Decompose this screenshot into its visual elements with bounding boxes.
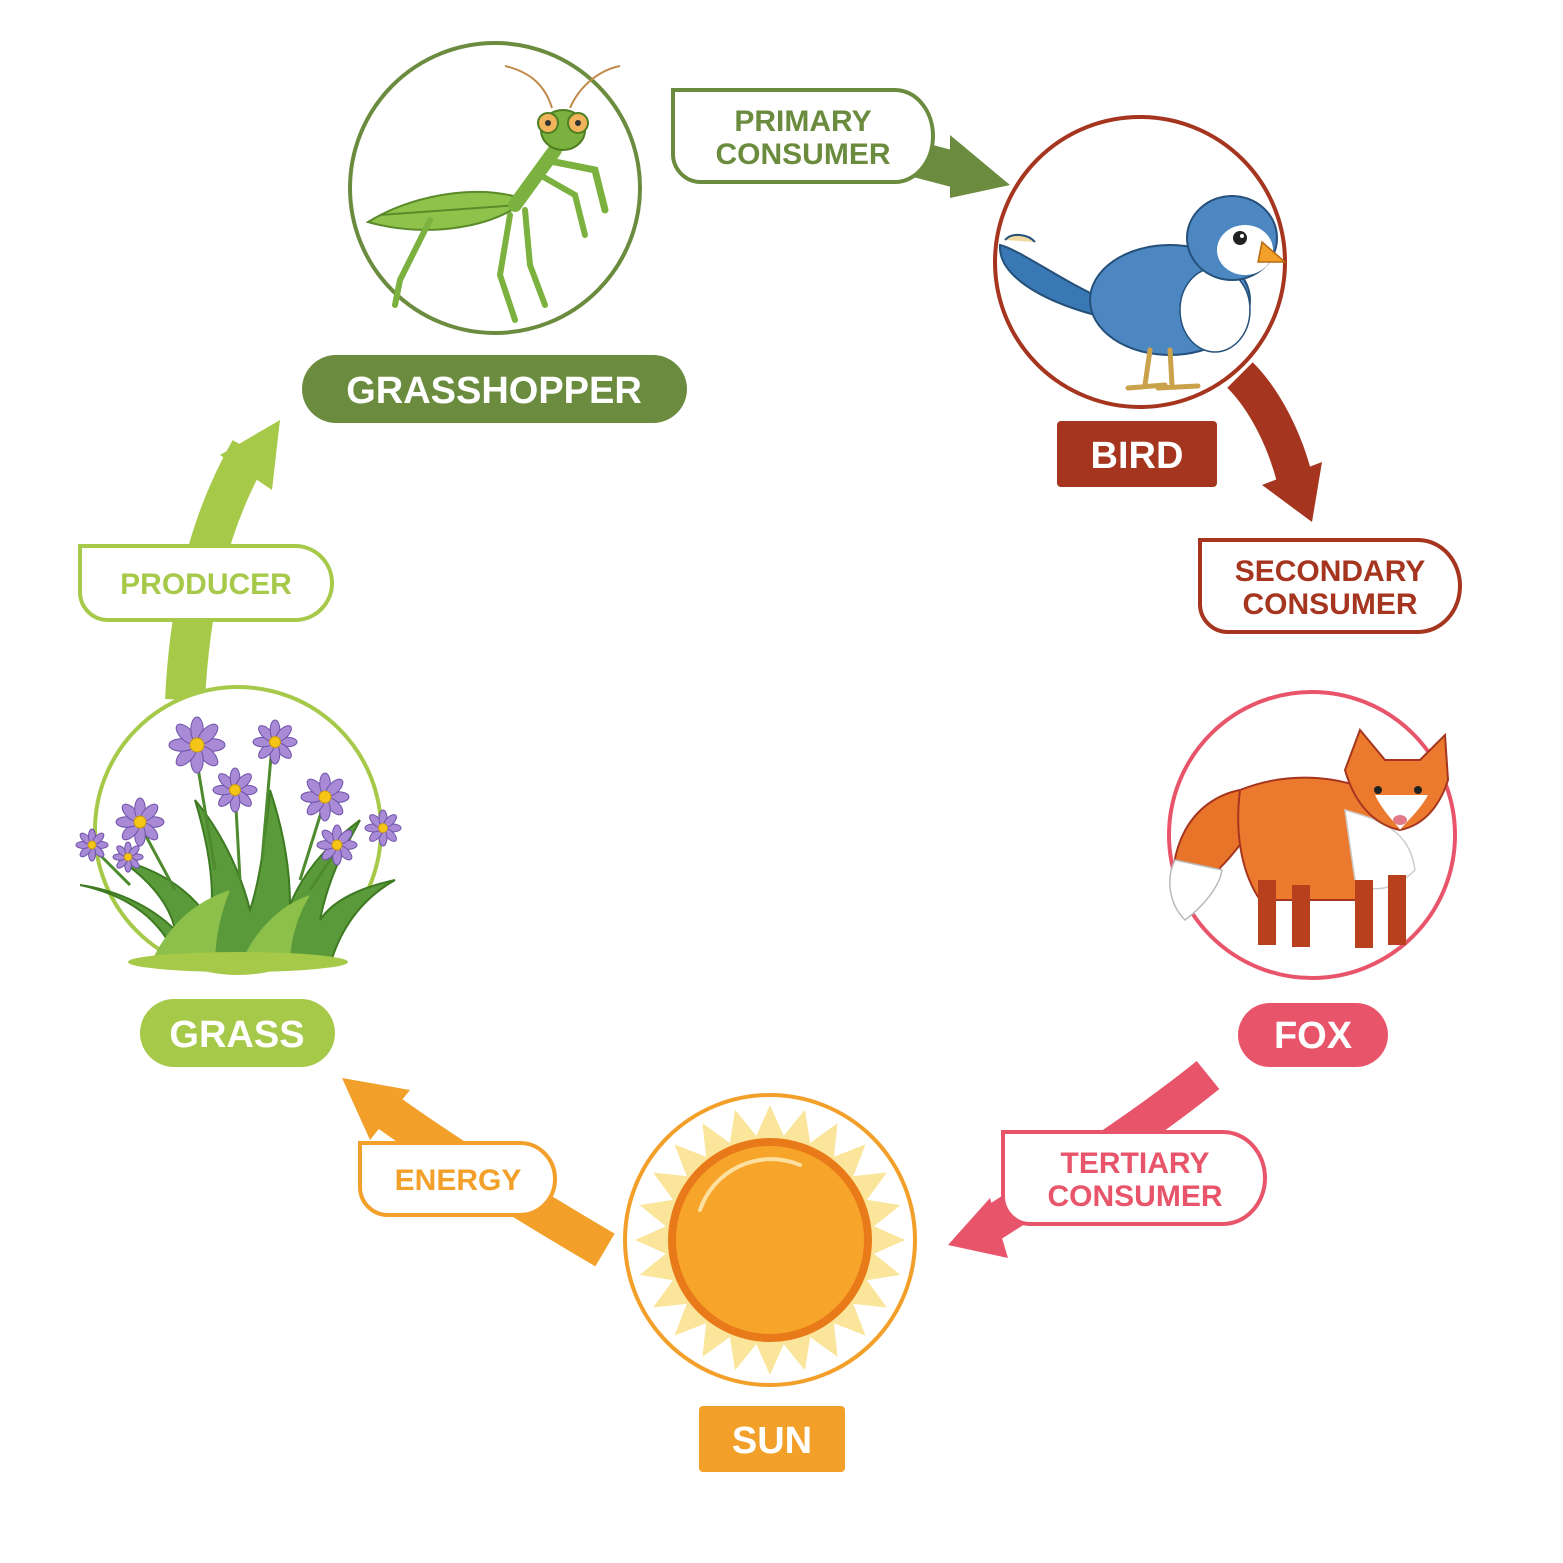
grasshopper-label-text: GRASSHOPPER <box>346 370 642 412</box>
sun-icon <box>635 1105 905 1375</box>
sun-label: SUN <box>699 1406 845 1472</box>
fox-label: FOX <box>1238 1003 1388 1067</box>
primary-consumer-line1: PRIMARY <box>734 105 871 138</box>
node-bird <box>993 115 1288 409</box>
grasshopper-label: GRASSHOPPER <box>302 355 687 423</box>
secondary-consumer-line2: CONSUMER <box>1242 588 1417 621</box>
sun-label-text: SUN <box>732 1420 812 1462</box>
bird-label: BIRD <box>1057 421 1217 487</box>
producer-tag: PRODUCER <box>78 544 334 622</box>
energy-tag: ENERGY <box>358 1141 557 1217</box>
primary-consumer-tag: PRIMARY CONSUMER <box>671 88 935 184</box>
arrow-bird-to-secondary <box>1226 362 1322 522</box>
tertiary-consumer-tag: TERTIARY CONSUMER <box>1001 1130 1267 1226</box>
tertiary-consumer-line2: CONSUMER <box>1047 1180 1222 1213</box>
fox-label-text: FOX <box>1274 1015 1353 1057</box>
primary-consumer-line2: CONSUMER <box>715 138 890 171</box>
grass-label-text: GRASS <box>169 1014 304 1056</box>
node-sun <box>623 1093 917 1387</box>
producer-tag-text: PRODUCER <box>120 568 292 601</box>
node-grass <box>75 685 402 975</box>
secondary-consumer-tag: SECONDARY CONSUMER <box>1198 538 1462 634</box>
bird-label-text: BIRD <box>1091 435 1184 477</box>
tertiary-consumer-line1: TERTIARY <box>1061 1147 1210 1180</box>
grass-flowers-icon <box>75 716 402 972</box>
grass-label: GRASS <box>140 999 335 1067</box>
energy-tag-text: ENERGY <box>395 1164 522 1197</box>
bird-icon <box>998 195 1288 391</box>
node-grasshopper <box>348 41 642 335</box>
secondary-consumer-line1: SECONDARY <box>1235 555 1426 588</box>
fox-icon <box>1169 728 1450 948</box>
grasshopper-icon <box>365 65 621 323</box>
node-fox <box>1167 690 1457 980</box>
